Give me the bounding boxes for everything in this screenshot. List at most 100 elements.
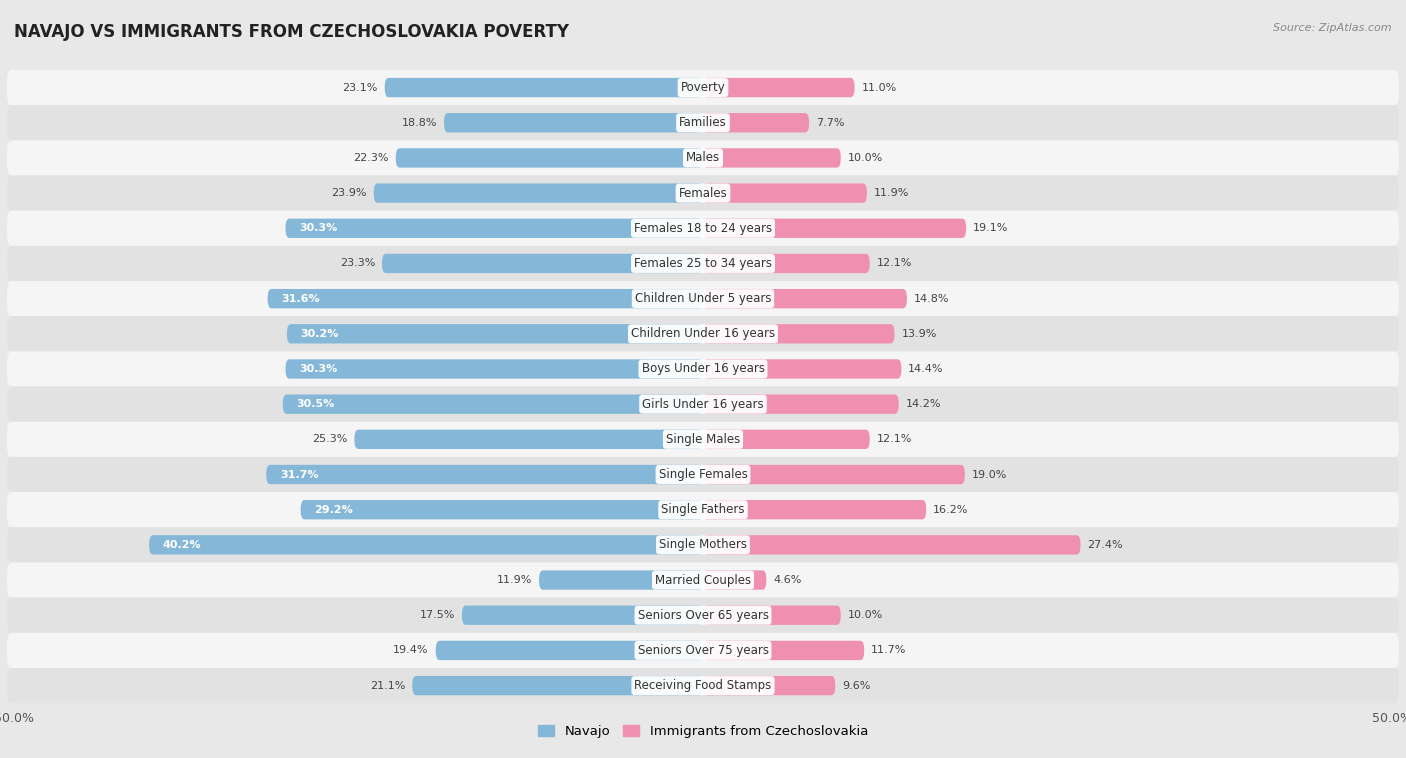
FancyBboxPatch shape bbox=[267, 289, 703, 309]
FancyBboxPatch shape bbox=[412, 676, 703, 695]
Text: 10.0%: 10.0% bbox=[848, 153, 883, 163]
FancyBboxPatch shape bbox=[444, 113, 703, 133]
Text: Poverty: Poverty bbox=[681, 81, 725, 94]
FancyBboxPatch shape bbox=[287, 324, 703, 343]
Text: 12.1%: 12.1% bbox=[876, 258, 912, 268]
FancyBboxPatch shape bbox=[382, 254, 703, 273]
FancyBboxPatch shape bbox=[703, 570, 766, 590]
FancyBboxPatch shape bbox=[703, 289, 907, 309]
Text: 19.0%: 19.0% bbox=[972, 469, 1007, 480]
Text: 4.6%: 4.6% bbox=[773, 575, 801, 585]
FancyBboxPatch shape bbox=[301, 500, 703, 519]
FancyBboxPatch shape bbox=[385, 78, 703, 97]
FancyBboxPatch shape bbox=[703, 430, 870, 449]
FancyBboxPatch shape bbox=[538, 570, 703, 590]
FancyBboxPatch shape bbox=[703, 359, 901, 379]
FancyBboxPatch shape bbox=[703, 676, 835, 695]
Text: Children Under 16 years: Children Under 16 years bbox=[631, 327, 775, 340]
FancyBboxPatch shape bbox=[7, 70, 1399, 105]
Text: Receiving Food Stamps: Receiving Food Stamps bbox=[634, 679, 772, 692]
Text: 31.7%: 31.7% bbox=[280, 469, 319, 480]
FancyBboxPatch shape bbox=[7, 457, 1399, 492]
Text: Seniors Over 65 years: Seniors Over 65 years bbox=[637, 609, 769, 622]
FancyBboxPatch shape bbox=[7, 528, 1399, 562]
Text: Families: Families bbox=[679, 116, 727, 130]
Text: 25.3%: 25.3% bbox=[312, 434, 347, 444]
Text: 29.2%: 29.2% bbox=[315, 505, 353, 515]
Text: 12.1%: 12.1% bbox=[876, 434, 912, 444]
FancyBboxPatch shape bbox=[283, 394, 703, 414]
Text: 11.0%: 11.0% bbox=[862, 83, 897, 92]
FancyBboxPatch shape bbox=[7, 562, 1399, 597]
FancyBboxPatch shape bbox=[149, 535, 703, 555]
Text: 18.8%: 18.8% bbox=[402, 117, 437, 128]
Text: Children Under 5 years: Children Under 5 years bbox=[634, 292, 772, 305]
FancyBboxPatch shape bbox=[7, 387, 1399, 421]
FancyBboxPatch shape bbox=[285, 359, 703, 379]
Text: 11.9%: 11.9% bbox=[496, 575, 531, 585]
Text: 19.1%: 19.1% bbox=[973, 224, 1008, 233]
Text: 14.2%: 14.2% bbox=[905, 399, 941, 409]
Text: 30.3%: 30.3% bbox=[299, 224, 337, 233]
FancyBboxPatch shape bbox=[7, 140, 1399, 176]
Text: 30.2%: 30.2% bbox=[301, 329, 339, 339]
Text: Females: Females bbox=[679, 186, 727, 199]
FancyBboxPatch shape bbox=[374, 183, 703, 203]
Text: Married Couples: Married Couples bbox=[655, 574, 751, 587]
Text: 22.3%: 22.3% bbox=[353, 153, 389, 163]
FancyBboxPatch shape bbox=[285, 218, 703, 238]
FancyBboxPatch shape bbox=[7, 421, 1399, 457]
FancyBboxPatch shape bbox=[703, 394, 898, 414]
FancyBboxPatch shape bbox=[7, 492, 1399, 528]
Text: 23.9%: 23.9% bbox=[332, 188, 367, 198]
FancyBboxPatch shape bbox=[7, 105, 1399, 140]
Text: 27.4%: 27.4% bbox=[1087, 540, 1123, 550]
Text: 14.8%: 14.8% bbox=[914, 293, 949, 304]
Legend: Navajo, Immigrants from Czechoslovakia: Navajo, Immigrants from Czechoslovakia bbox=[533, 719, 873, 743]
Text: Source: ZipAtlas.com: Source: ZipAtlas.com bbox=[1274, 23, 1392, 33]
Text: 11.9%: 11.9% bbox=[875, 188, 910, 198]
FancyBboxPatch shape bbox=[7, 633, 1399, 668]
Text: Single Mothers: Single Mothers bbox=[659, 538, 747, 551]
Text: 23.3%: 23.3% bbox=[340, 258, 375, 268]
Text: Males: Males bbox=[686, 152, 720, 164]
Text: 17.5%: 17.5% bbox=[419, 610, 456, 620]
FancyBboxPatch shape bbox=[461, 606, 703, 625]
Text: Single Males: Single Males bbox=[666, 433, 740, 446]
FancyBboxPatch shape bbox=[703, 183, 868, 203]
FancyBboxPatch shape bbox=[7, 352, 1399, 387]
Text: 11.7%: 11.7% bbox=[872, 645, 907, 656]
Text: Females 25 to 34 years: Females 25 to 34 years bbox=[634, 257, 772, 270]
Text: 21.1%: 21.1% bbox=[370, 681, 405, 691]
FancyBboxPatch shape bbox=[703, 500, 927, 519]
Text: 30.3%: 30.3% bbox=[299, 364, 337, 374]
Text: Single Females: Single Females bbox=[658, 468, 748, 481]
Text: 30.5%: 30.5% bbox=[297, 399, 335, 409]
Text: 40.2%: 40.2% bbox=[163, 540, 201, 550]
Text: Boys Under 16 years: Boys Under 16 years bbox=[641, 362, 765, 375]
FancyBboxPatch shape bbox=[703, 113, 808, 133]
FancyBboxPatch shape bbox=[703, 641, 865, 660]
Text: 23.1%: 23.1% bbox=[343, 83, 378, 92]
FancyBboxPatch shape bbox=[266, 465, 703, 484]
FancyBboxPatch shape bbox=[436, 641, 703, 660]
Text: 7.7%: 7.7% bbox=[815, 117, 845, 128]
FancyBboxPatch shape bbox=[703, 254, 870, 273]
Text: Single Fathers: Single Fathers bbox=[661, 503, 745, 516]
FancyBboxPatch shape bbox=[354, 430, 703, 449]
FancyBboxPatch shape bbox=[703, 465, 965, 484]
Text: Girls Under 16 years: Girls Under 16 years bbox=[643, 398, 763, 411]
FancyBboxPatch shape bbox=[7, 316, 1399, 352]
Text: Females 18 to 24 years: Females 18 to 24 years bbox=[634, 222, 772, 235]
Text: 19.4%: 19.4% bbox=[394, 645, 429, 656]
FancyBboxPatch shape bbox=[703, 149, 841, 168]
FancyBboxPatch shape bbox=[703, 535, 1081, 555]
FancyBboxPatch shape bbox=[7, 176, 1399, 211]
FancyBboxPatch shape bbox=[703, 606, 841, 625]
FancyBboxPatch shape bbox=[7, 246, 1399, 281]
FancyBboxPatch shape bbox=[7, 668, 1399, 703]
FancyBboxPatch shape bbox=[7, 597, 1399, 633]
Text: NAVAJO VS IMMIGRANTS FROM CZECHOSLOVAKIA POVERTY: NAVAJO VS IMMIGRANTS FROM CZECHOSLOVAKIA… bbox=[14, 23, 569, 41]
Text: 14.4%: 14.4% bbox=[908, 364, 943, 374]
FancyBboxPatch shape bbox=[7, 281, 1399, 316]
